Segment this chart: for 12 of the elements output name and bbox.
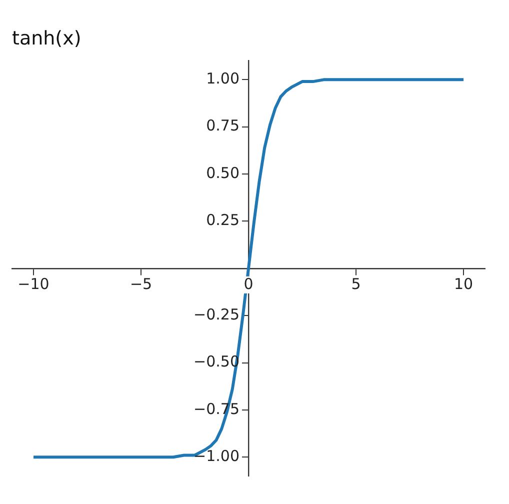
- chart-title: tanh(x): [12, 27, 82, 50]
- y-tick-label: 0.50: [206, 164, 240, 182]
- y-tick-label: −0.25: [194, 305, 240, 324]
- x-tick-label: −5: [130, 274, 152, 293]
- y-tick-label: 0.25: [206, 211, 240, 230]
- y-tick-label: 1.00: [206, 70, 240, 88]
- x-tick-label: −10: [18, 274, 50, 293]
- x-tick-label: 0: [244, 274, 254, 293]
- y-tick-label: −1.00: [194, 447, 240, 466]
- x-tick-label: 5: [351, 274, 361, 293]
- y-tick-label: 0.75: [206, 116, 240, 135]
- x-tick-label: 10: [454, 274, 474, 293]
